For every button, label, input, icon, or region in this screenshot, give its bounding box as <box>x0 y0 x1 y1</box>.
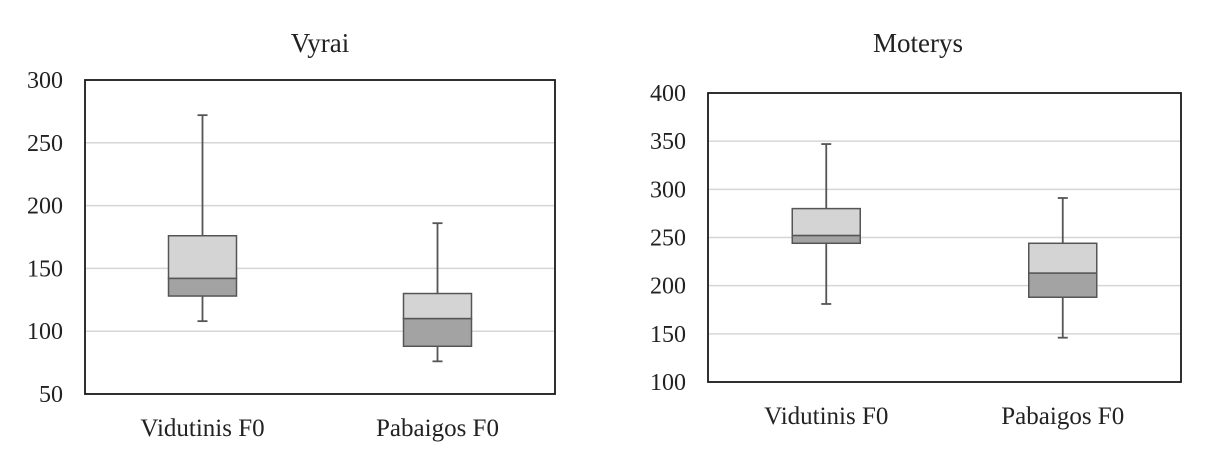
lower-quartile-box <box>1028 272 1098 298</box>
y-tick-label: 400 <box>650 81 686 107</box>
upper-quartile-box <box>791 207 861 237</box>
y-tick-label: 150 <box>27 256 63 282</box>
lower-quartile-box <box>791 234 861 245</box>
chart-title: Moterys <box>873 28 963 58</box>
box-pabaigos-f0 <box>402 222 473 363</box>
y-tick-label: 200 <box>27 194 63 220</box>
lower-quartile-box <box>167 277 238 297</box>
y-tick-label: 200 <box>650 274 686 300</box>
y-tick-label: 100 <box>27 319 63 345</box>
y-tick-label: 150 <box>650 322 686 348</box>
chart-title: Vyrai <box>291 28 349 58</box>
x-category-label: Pabaigos F0 <box>1001 403 1124 430</box>
y-tick-label: 350 <box>650 129 686 155</box>
box-vidutinis-f0 <box>791 143 861 305</box>
x-category-label: Vidutinis F0 <box>764 403 888 430</box>
box-pabaigos-f0 <box>1028 197 1098 339</box>
chart-panel-vyrai: Vyrai 50 100 150 200 250 300 Vidutinis F0 Pabai… <box>27 28 556 442</box>
y-tick-label: 250 <box>27 131 63 157</box>
y-tick-label: 100 <box>650 370 686 396</box>
y-tick-label: 300 <box>27 68 63 94</box>
y-tick-label: 250 <box>650 226 686 252</box>
upper-quartile-box <box>167 234 238 280</box>
chart-panel-moterys: Moterys 100 150 200 250 300 350 400 Vidutinis F… <box>650 28 1182 430</box>
x-category-label: Pabaigos F0 <box>376 415 499 442</box>
x-category-label: Vidutinis F0 <box>140 415 264 442</box>
y-tick-label: 50 <box>39 382 63 408</box>
lower-quartile-box <box>402 317 473 348</box>
plot-frame <box>707 92 1182 383</box>
box-vidutinis-f0 <box>167 114 238 323</box>
upper-quartile-box <box>402 292 473 320</box>
upper-quartile-box <box>1028 242 1098 274</box>
plot-frame <box>84 79 556 395</box>
y-tick-label: 300 <box>650 177 686 203</box>
